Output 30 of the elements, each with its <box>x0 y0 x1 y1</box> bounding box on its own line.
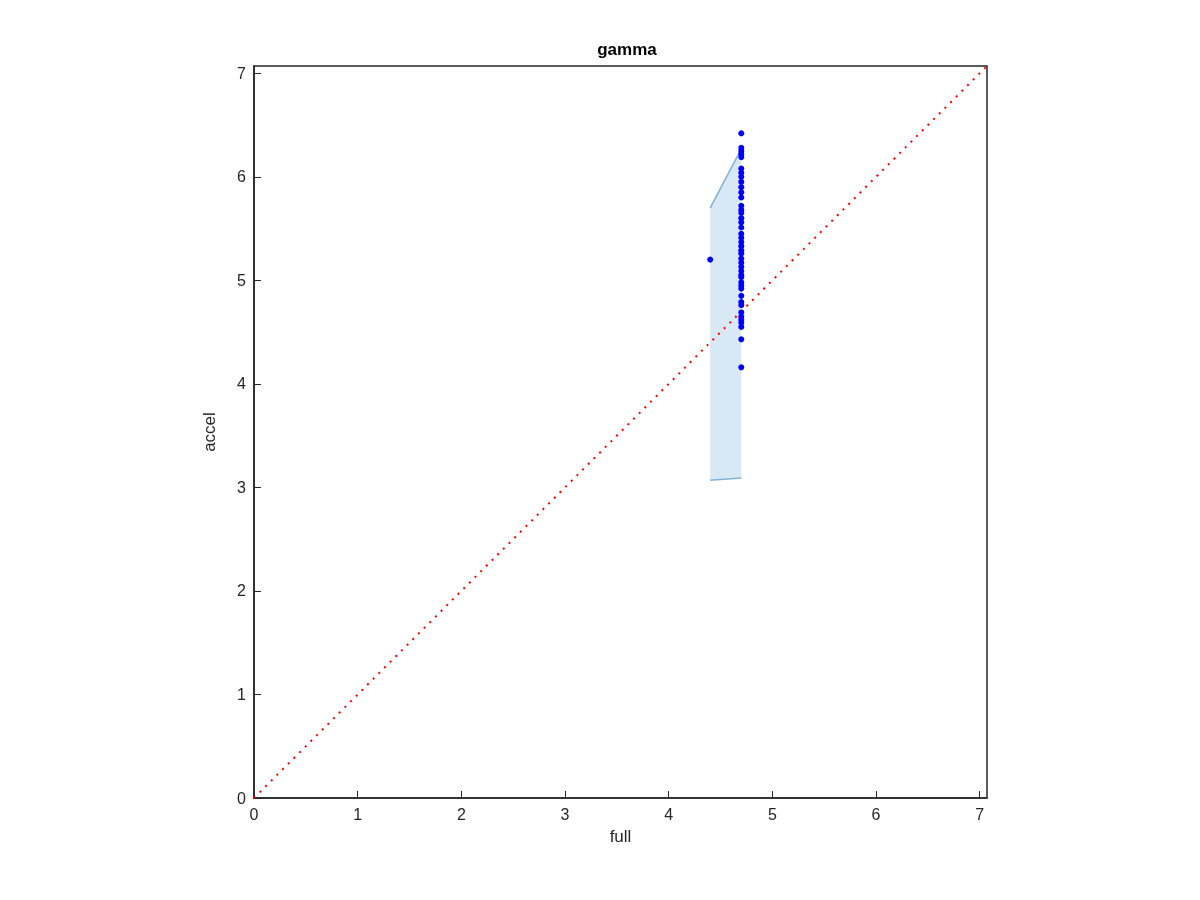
y-tick-label: 1 <box>237 685 247 703</box>
y-tick-label: 0 <box>237 789 247 807</box>
x-tick-label: 2 <box>456 805 466 823</box>
point <box>738 364 745 371</box>
x-tick-label: 1 <box>353 805 363 823</box>
point <box>707 256 714 263</box>
x-axis-title: full <box>609 827 632 846</box>
chart-title: gamma <box>597 40 658 59</box>
x-tick-label: 6 <box>871 805 881 823</box>
y-tick-label: 2 <box>237 582 247 600</box>
y-tick-label: 7 <box>237 64 247 82</box>
y-tick-label: 5 <box>237 271 247 289</box>
point <box>738 189 745 196</box>
y-tick-label: 3 <box>237 478 247 496</box>
x-tick-label: 3 <box>560 805 570 823</box>
x-tick-label: 7 <box>975 805 985 823</box>
point <box>738 154 745 161</box>
point <box>738 130 745 137</box>
y-tick-label: 6 <box>237 168 247 186</box>
x-tick-label: 5 <box>767 805 777 823</box>
y-tick-label: 4 <box>237 375 247 393</box>
point <box>738 184 745 191</box>
x-tick-label: 4 <box>664 805 674 823</box>
y-axis-title: accel <box>200 412 219 452</box>
point <box>738 336 745 343</box>
x-tick-label: 0 <box>249 805 259 823</box>
point <box>738 292 745 299</box>
point <box>738 323 745 330</box>
point <box>738 173 745 180</box>
point <box>738 219 745 226</box>
